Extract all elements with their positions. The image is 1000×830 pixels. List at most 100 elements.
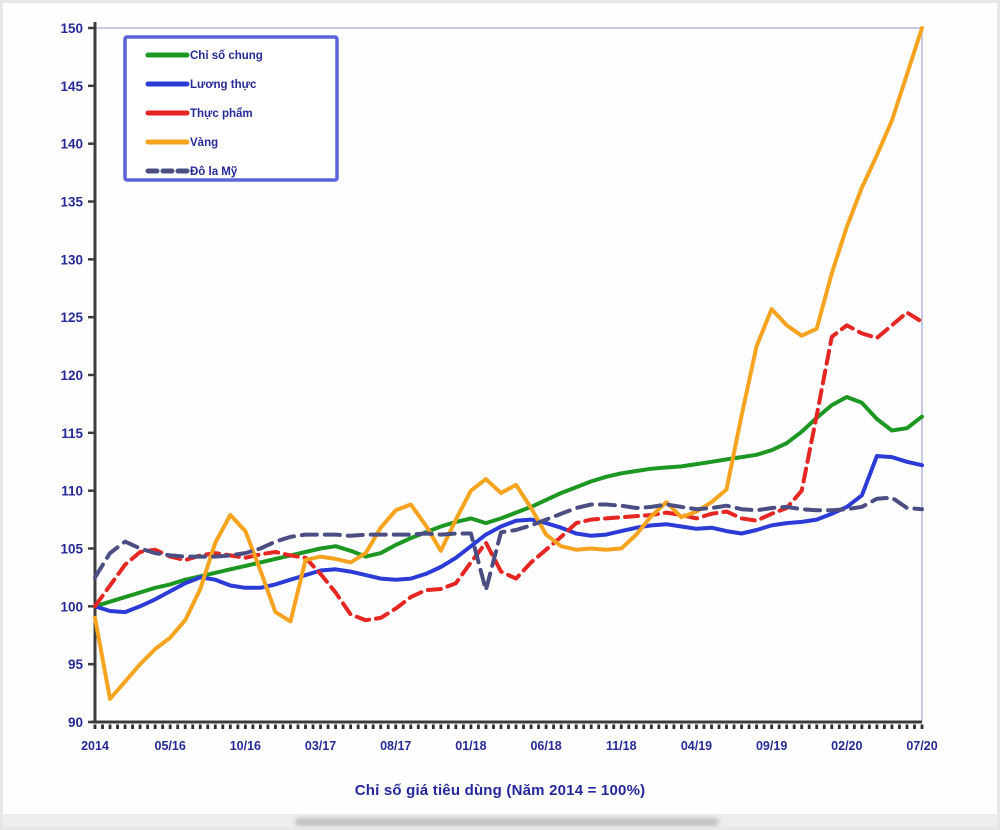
y-axis-label: 95: [68, 657, 84, 672]
y-axis-label: 100: [60, 599, 83, 614]
x-tick: [800, 724, 804, 729]
x-tick: [281, 724, 285, 729]
x-tick: [672, 724, 676, 729]
y-axis-label: 90: [68, 715, 83, 730]
x-tick: [123, 724, 127, 729]
x-tick: [687, 724, 691, 729]
x-tick: [138, 724, 142, 729]
x-tick: [296, 724, 300, 729]
x-tick: [792, 724, 796, 729]
x-tick: [649, 724, 653, 729]
x-tick: [890, 724, 894, 729]
x-tick: [582, 724, 586, 729]
x-axis-labels: 2014 05/16 10/16 03/17 08/17 01/18 06/18 11/18 0…: [81, 739, 938, 753]
x-tick: [191, 724, 195, 729]
x-tick: [401, 724, 405, 729]
x-tick: [116, 724, 119, 729]
x-tick: [161, 724, 165, 729]
x-tick: [717, 724, 721, 729]
x-tick: [552, 724, 556, 729]
x-axis-label: 11/18: [606, 739, 637, 753]
legend-label-2: Thực phẩm: [190, 108, 253, 120]
x-tick: [852, 724, 856, 729]
x-tick: [740, 724, 743, 729]
x-tick: [657, 724, 661, 729]
legend-label-0: Chỉ số chung: [190, 50, 263, 62]
plot-frame: [95, 27, 923, 722]
x-tick: [574, 724, 578, 729]
x-tick: [559, 724, 563, 729]
x-tick: [619, 724, 623, 729]
x-tick: [386, 724, 390, 729]
x-axis-label: 06/18: [530, 739, 561, 753]
x-tick: [153, 724, 157, 729]
y-axis-label: 105: [60, 542, 83, 557]
x-tick: [416, 724, 420, 729]
series-line-4: [93, 495, 924, 593]
x-tick: [484, 724, 488, 729]
series-line-0: [93, 395, 924, 609]
x-tick: [334, 724, 337, 729]
x-tick: [522, 724, 525, 729]
x-tick: [274, 724, 277, 729]
x-tick: [266, 724, 270, 729]
y-axis-label: 110: [61, 484, 83, 499]
cpi-line-chart: 90 95 100 105 110 115 120 125 130 135 140 145 150 201…: [60, 21, 938, 753]
x-tick: [304, 724, 307, 729]
x-tick: [146, 724, 150, 729]
y-axis-label: 120: [60, 368, 83, 383]
x-tick: [364, 724, 368, 729]
x-tick: [168, 724, 172, 729]
x-axis-label: 04/19: [681, 739, 712, 753]
x-tick: [544, 724, 548, 729]
x-tick: [499, 724, 503, 729]
x-tick: [93, 724, 97, 729]
x-tick: [762, 724, 766, 729]
x-tick: [394, 724, 398, 729]
x-tick: [815, 724, 819, 729]
x-tick: [837, 724, 841, 729]
y-axis-ticks: 90 95 100 105 110 115 120 125 130 135 140 145 150: [60, 21, 95, 730]
x-tick: [920, 724, 924, 729]
series-line-2: [93, 310, 924, 623]
x-tick: [461, 724, 465, 729]
x-tick: [529, 724, 533, 729]
x-tick: [913, 724, 916, 729]
x-tick: [469, 724, 473, 729]
x-tick: [356, 724, 360, 729]
x-tick: [454, 724, 458, 729]
x-tick: [627, 724, 631, 729]
x-tick: [228, 724, 232, 729]
x-tick: [770, 724, 774, 729]
x-tick: [822, 724, 826, 729]
x-tick: [431, 724, 435, 729]
x-tick: [213, 724, 217, 729]
x-tick: [259, 724, 262, 729]
x-axis-label: 02/20: [831, 739, 862, 753]
x-tick: [507, 724, 510, 729]
x-tick: [860, 724, 864, 729]
x-tick: [777, 724, 781, 729]
y-axis-label: 125: [60, 310, 83, 325]
x-tick: [807, 724, 811, 729]
x-tick: [183, 724, 187, 729]
x-tick: [830, 724, 834, 729]
x-tick: [664, 724, 668, 729]
x-tick: [747, 724, 751, 729]
legend-label-1: Lương thực: [190, 79, 257, 91]
x-tick: [589, 724, 593, 729]
x-tick: [221, 724, 225, 729]
x-tick: [409, 724, 413, 729]
x-tick: [326, 724, 330, 729]
y-axis-label: 145: [60, 79, 83, 94]
x-tick: [725, 724, 728, 729]
x-tick: [702, 724, 706, 729]
x-tick: [176, 724, 180, 729]
bottom-edge-shadow: [295, 818, 719, 826]
x-tick: [131, 724, 134, 729]
x-tick: [379, 724, 383, 729]
x-axis-label: 09/19: [756, 739, 787, 753]
legend: Chỉ số chung Lương thực Thực phẩm Vàng Đô la…: [123, 35, 339, 182]
x-tick: [101, 724, 104, 729]
x-tick: [612, 724, 616, 729]
